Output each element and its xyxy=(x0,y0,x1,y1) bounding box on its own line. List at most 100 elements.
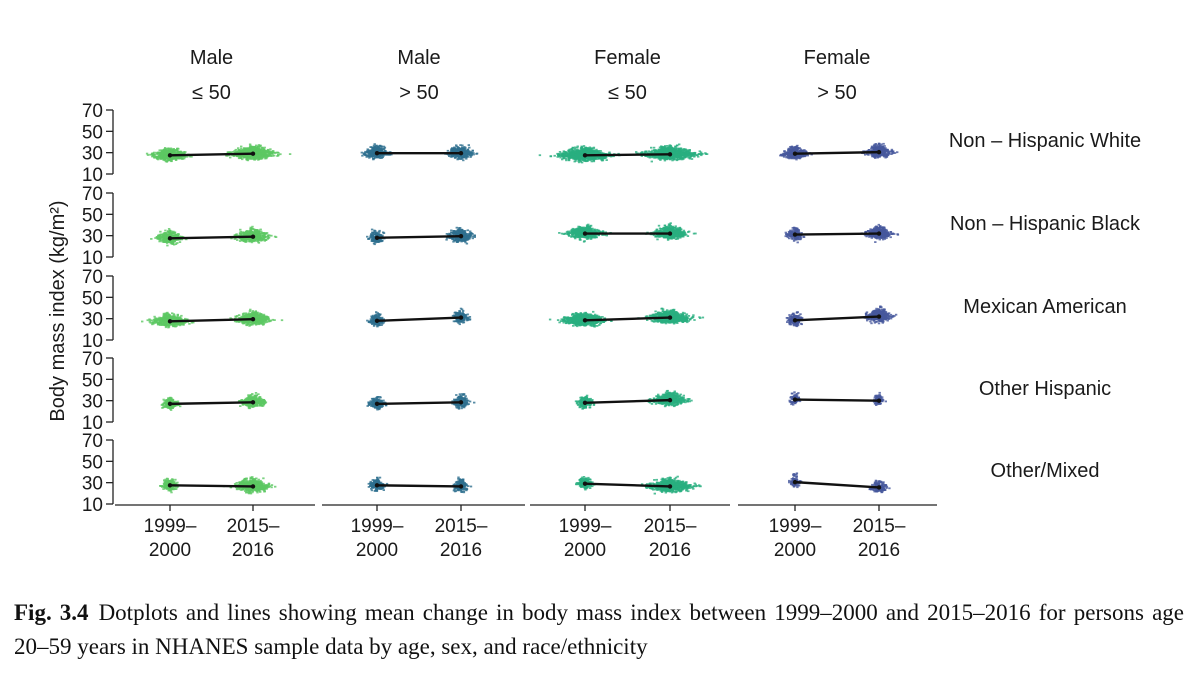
row-label: Other Hispanic xyxy=(979,378,1111,400)
data-dot xyxy=(166,149,169,152)
data-dot xyxy=(250,147,253,150)
data-dot xyxy=(176,148,179,150)
data-dot xyxy=(254,152,257,155)
data-dot xyxy=(561,152,565,155)
column-header-sex: Female xyxy=(594,47,661,69)
data-dot xyxy=(666,147,669,149)
data-dot xyxy=(165,157,168,160)
y-tick-label: 70 xyxy=(82,101,103,122)
row-label: Non – Hispanic White xyxy=(949,130,1141,152)
data-dot xyxy=(556,152,559,155)
data-dot xyxy=(376,147,379,149)
data-dot xyxy=(275,151,278,154)
data-dot xyxy=(288,153,292,155)
data-dot xyxy=(372,144,376,147)
row-label: Other/Mixed xyxy=(991,460,1100,482)
data-dot xyxy=(373,146,376,149)
data-dot xyxy=(263,150,267,152)
data-dot xyxy=(247,155,251,158)
data-dot xyxy=(374,154,378,157)
data-dot xyxy=(538,154,542,157)
data-dot xyxy=(583,151,586,154)
data-dot xyxy=(885,152,889,155)
data-dot xyxy=(253,145,257,148)
data-dot xyxy=(234,148,237,151)
data-dot xyxy=(885,156,889,158)
data-dot xyxy=(172,148,175,151)
data-dot xyxy=(581,156,584,159)
data-dot xyxy=(597,157,600,159)
mean-point xyxy=(167,153,173,158)
data-dot xyxy=(368,152,371,155)
data-dot xyxy=(609,155,613,158)
data-dot xyxy=(261,150,264,153)
data-dot xyxy=(583,157,586,160)
data-dot xyxy=(165,148,169,150)
data-dot xyxy=(466,149,469,152)
data-dot xyxy=(183,156,186,158)
data-dot xyxy=(693,152,697,154)
data-dot xyxy=(180,157,183,160)
data-dot xyxy=(249,144,252,147)
data-dot xyxy=(787,151,791,154)
data-dot xyxy=(251,148,254,151)
data-dot xyxy=(383,146,387,149)
data-dot xyxy=(799,156,802,159)
data-dot xyxy=(166,159,169,162)
data-dot xyxy=(366,148,369,151)
mean-change-line xyxy=(169,152,254,157)
data-dot xyxy=(370,155,373,158)
y-tick-label: 30 xyxy=(82,392,103,413)
data-dot xyxy=(258,152,261,155)
data-dot xyxy=(673,156,676,158)
data-dot xyxy=(240,155,243,158)
data-dot xyxy=(654,150,657,152)
data-dot xyxy=(872,155,875,158)
data-dot xyxy=(265,155,268,158)
data-dot xyxy=(468,150,471,153)
data-dot xyxy=(867,149,871,151)
data-dot xyxy=(174,152,177,155)
data-dot xyxy=(368,156,371,159)
y-tick-label: 70 xyxy=(82,267,103,288)
data-dot xyxy=(882,153,886,155)
data-dot xyxy=(159,152,163,155)
data-dot xyxy=(683,148,686,150)
data-dot xyxy=(269,148,272,151)
data-dot xyxy=(580,145,583,148)
data-dot xyxy=(153,151,156,154)
data-dot xyxy=(149,153,152,156)
data-dot xyxy=(795,157,799,159)
data-dot xyxy=(257,149,260,152)
data-dot xyxy=(446,149,450,152)
data-dot xyxy=(684,150,687,153)
data-dot xyxy=(242,148,245,151)
data-dot xyxy=(150,238,153,240)
data-dot xyxy=(675,153,678,156)
data-dot xyxy=(800,155,804,157)
data-dot xyxy=(176,157,179,160)
data-dot xyxy=(369,150,373,153)
data-dot xyxy=(664,146,667,149)
data-dot xyxy=(670,145,673,148)
data-dot xyxy=(595,148,598,151)
data-dot xyxy=(573,147,577,150)
data-dot xyxy=(169,148,172,151)
data-dot xyxy=(168,159,172,161)
data-dot xyxy=(261,148,264,150)
data-dot xyxy=(467,144,470,146)
data-dot xyxy=(172,231,176,234)
data-dot xyxy=(167,151,171,154)
data-dot xyxy=(455,144,458,147)
data-dot xyxy=(367,149,371,152)
data-dot xyxy=(265,157,268,160)
data-dot xyxy=(792,146,795,149)
data-dot xyxy=(240,145,243,148)
data-dot xyxy=(587,158,590,161)
data-dot xyxy=(241,158,244,161)
data-dot xyxy=(245,149,248,152)
data-dot xyxy=(577,151,580,153)
data-dot xyxy=(584,146,587,149)
data-dot xyxy=(588,146,592,149)
